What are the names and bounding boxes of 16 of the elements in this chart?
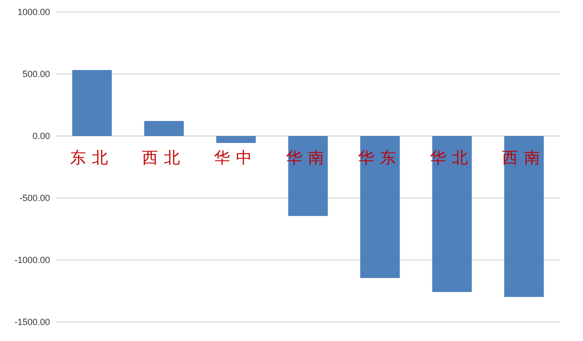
y-tick-label: -1000.00 bbox=[14, 255, 50, 265]
x-tick-label: 西北 bbox=[142, 149, 186, 167]
bar bbox=[504, 136, 544, 297]
bar bbox=[72, 70, 112, 136]
bar bbox=[144, 120, 184, 136]
x-tick-label: 东北 bbox=[70, 149, 114, 167]
y-tick-label: 500.00 bbox=[22, 69, 50, 79]
y-tick-label: 0.00 bbox=[32, 131, 50, 141]
bar bbox=[288, 136, 328, 216]
bar bbox=[216, 136, 256, 143]
x-tick-label: 华中 bbox=[214, 149, 258, 167]
bar bbox=[360, 136, 400, 278]
bar bbox=[432, 136, 472, 292]
y-tick-label: 1000.00 bbox=[17, 7, 50, 17]
y-tick-label: -500.00 bbox=[19, 193, 50, 203]
y-tick-label: -1500.00 bbox=[14, 317, 50, 327]
